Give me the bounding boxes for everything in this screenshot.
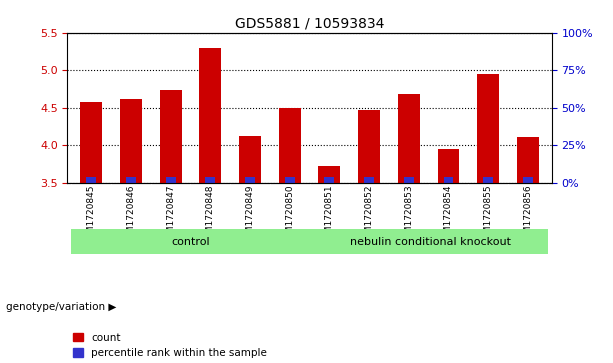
Bar [166,177,175,183]
Bar [483,177,493,183]
Bar [398,94,420,183]
Bar [478,74,499,183]
Text: control: control [171,237,210,246]
Bar [126,177,136,183]
Bar [523,177,533,183]
Bar [199,48,221,183]
Bar [120,99,142,183]
Bar [324,177,334,183]
Text: GSM1720847: GSM1720847 [166,185,175,245]
Text: nebulin conditional knockout: nebulin conditional knockout [350,237,511,246]
Bar [404,177,414,183]
Bar [364,177,374,183]
Bar [310,229,548,254]
Bar [71,229,310,254]
Bar [444,177,454,183]
Bar [358,110,380,183]
Bar [245,177,255,183]
Text: GSM1720853: GSM1720853 [405,185,413,245]
Text: GSM1720845: GSM1720845 [87,185,96,245]
Bar [438,149,459,183]
Text: GSM1720851: GSM1720851 [325,185,334,245]
Bar [160,90,181,183]
Text: genotype/variation ▶: genotype/variation ▶ [6,302,116,312]
Bar [239,136,261,183]
Bar [279,107,300,183]
Text: GSM1720846: GSM1720846 [126,185,135,245]
Title: GDS5881 / 10593834: GDS5881 / 10593834 [235,16,384,30]
Bar [86,177,96,183]
Bar [285,177,295,183]
Text: GSM1720855: GSM1720855 [484,185,493,245]
Legend: count, percentile rank within the sample: count, percentile rank within the sample [72,333,267,358]
Text: GSM1720850: GSM1720850 [285,185,294,245]
Text: GSM1720854: GSM1720854 [444,185,453,245]
Bar [319,166,340,183]
Bar [517,137,539,183]
Bar [80,102,102,183]
Text: GSM1720848: GSM1720848 [206,185,215,245]
Text: GSM1720856: GSM1720856 [524,185,532,245]
Text: GSM1720852: GSM1720852 [365,185,373,245]
Bar [205,177,215,183]
Text: GSM1720849: GSM1720849 [246,185,254,245]
